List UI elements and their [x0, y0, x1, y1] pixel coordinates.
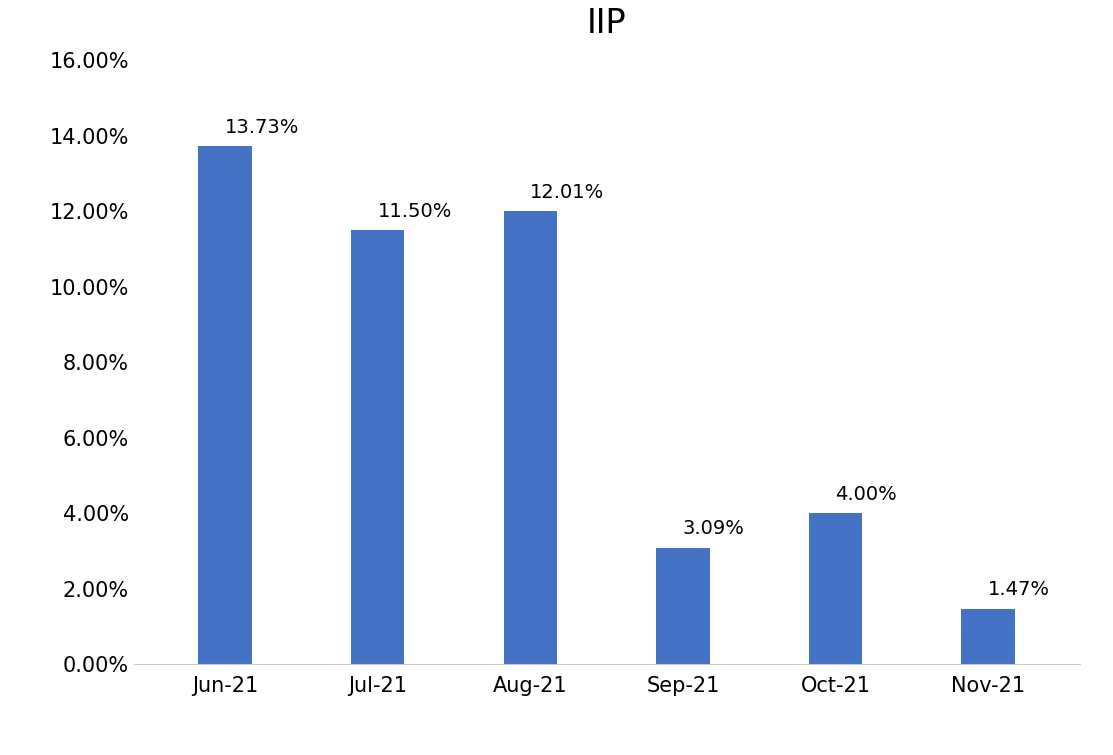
- Bar: [809, 513, 863, 664]
- Title: IIP: IIP: [587, 7, 627, 39]
- Bar: [657, 548, 710, 664]
- Text: 1.47%: 1.47%: [988, 581, 1050, 599]
- Bar: [198, 146, 252, 664]
- Text: 12.01%: 12.01%: [530, 183, 604, 202]
- Text: 3.09%: 3.09%: [683, 519, 745, 538]
- Bar: [351, 230, 404, 664]
- Bar: [503, 211, 556, 664]
- Text: 11.50%: 11.50%: [377, 202, 452, 220]
- Bar: [962, 609, 1015, 664]
- Text: 13.73%: 13.73%: [225, 118, 299, 137]
- Text: 4.00%: 4.00%: [836, 485, 897, 504]
